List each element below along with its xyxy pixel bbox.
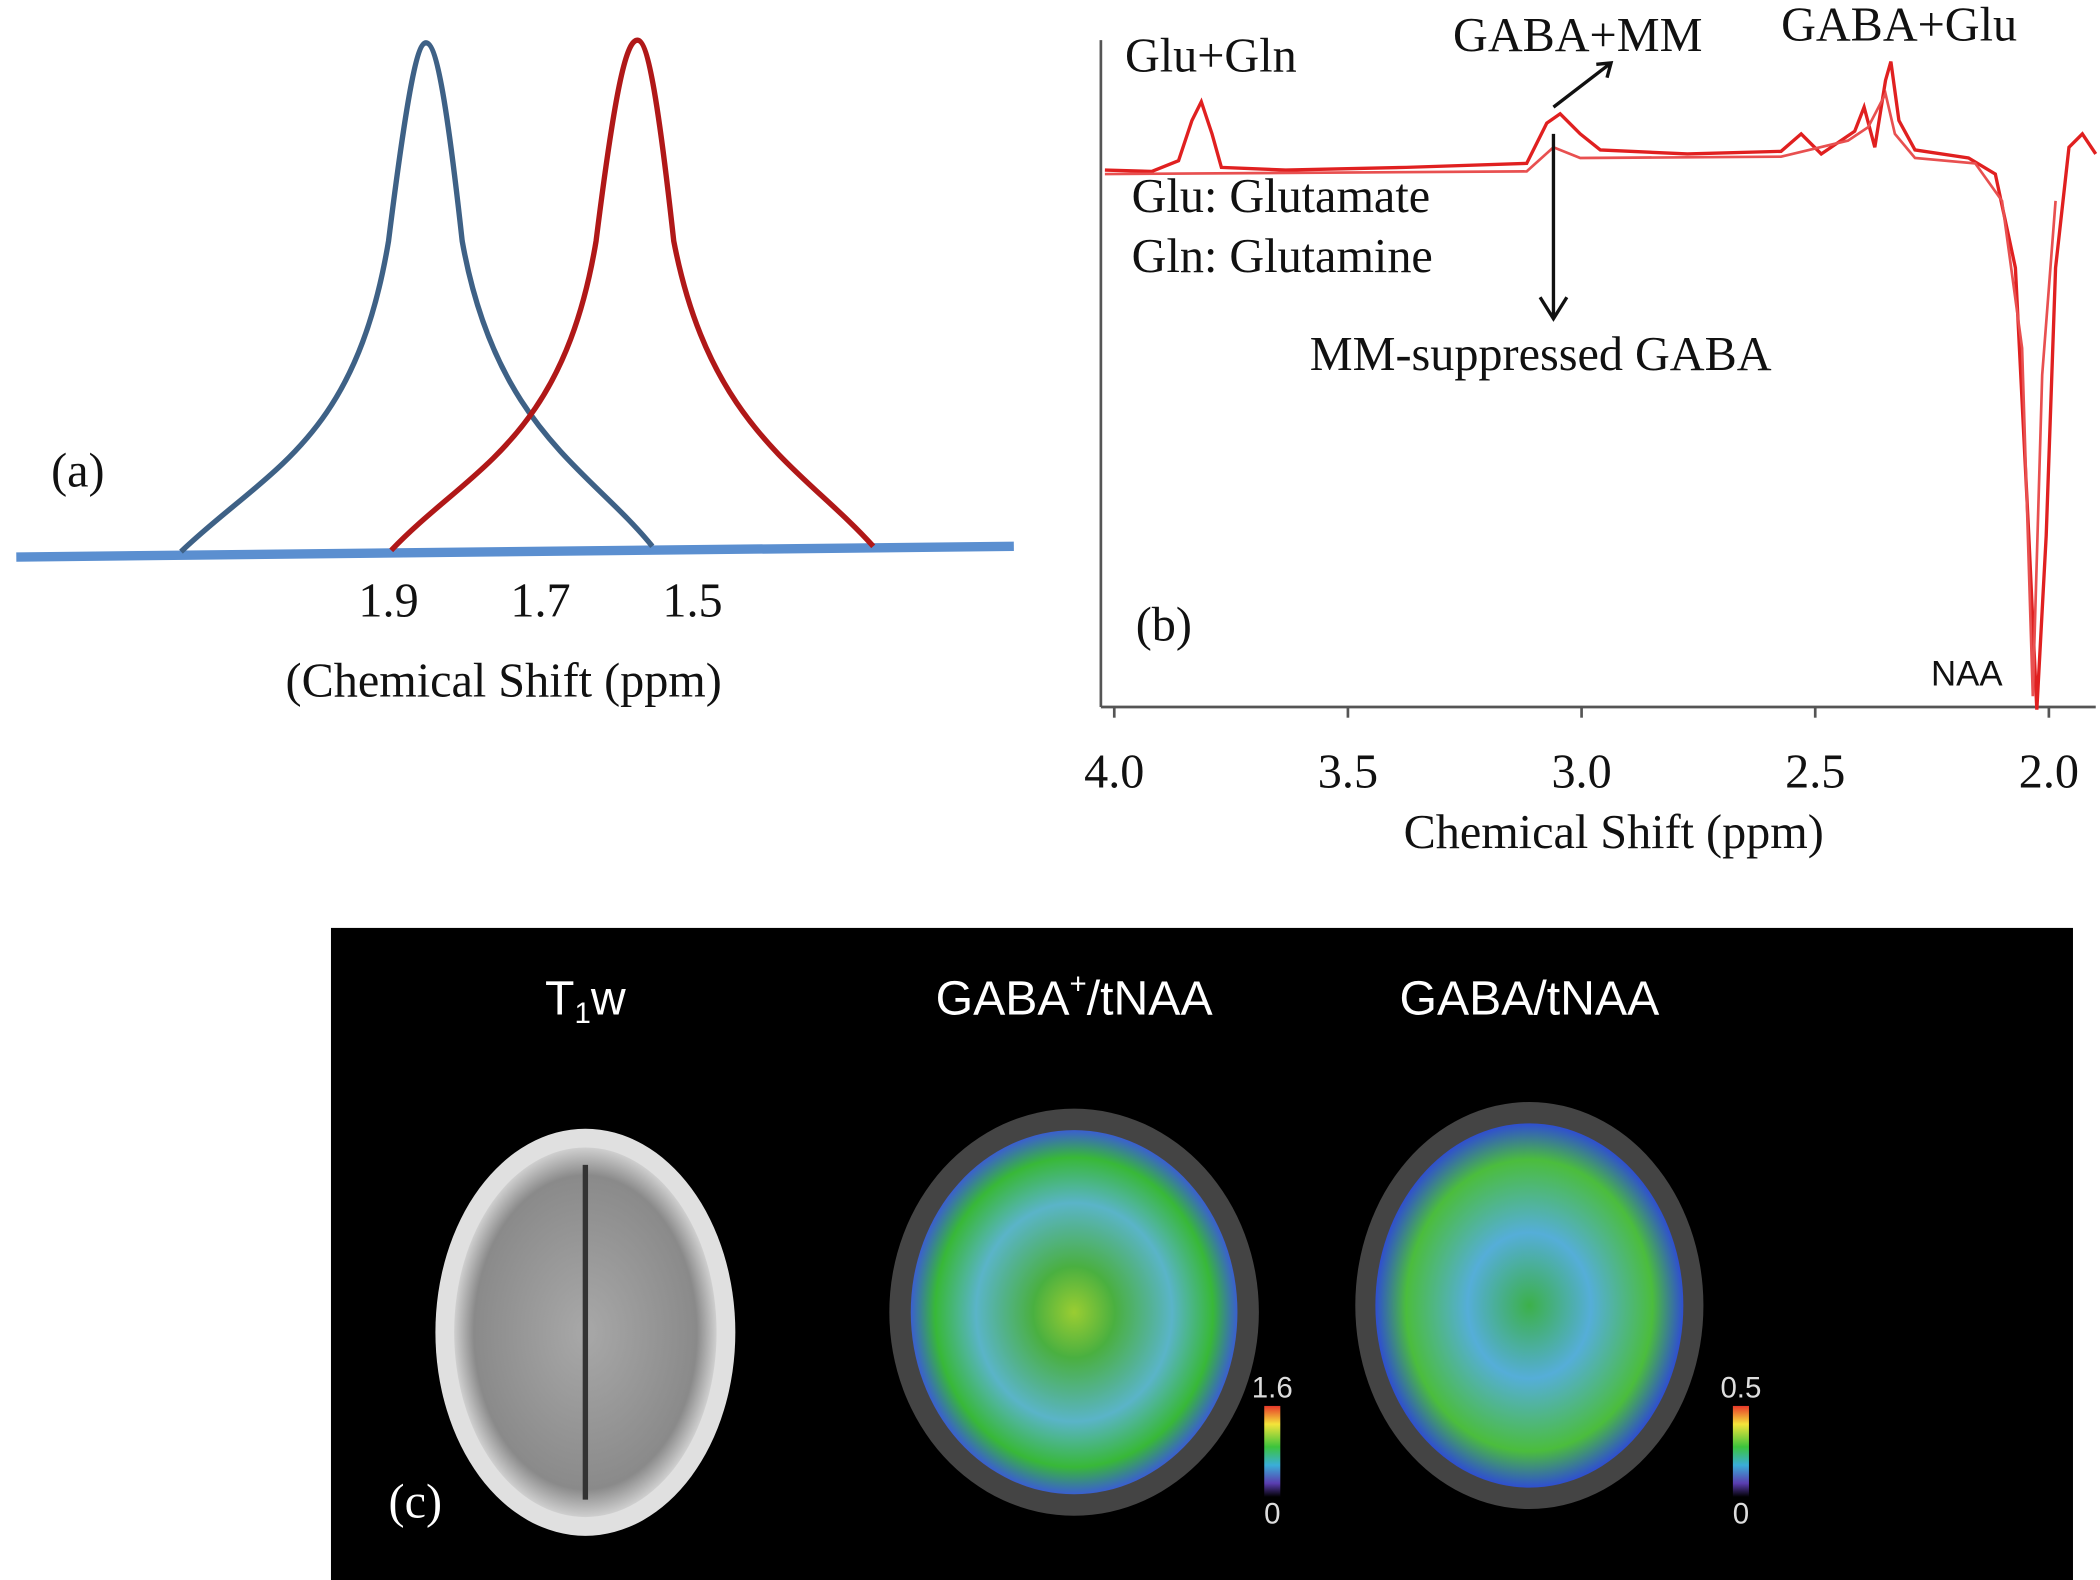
title-part: GABA/tNAA	[1399, 971, 1660, 1025]
title-part: /tNAA	[1087, 971, 1214, 1025]
x-tick-label: 2.5	[1785, 746, 1845, 799]
baseline	[16, 541, 1014, 562]
colorbar-label: 1.6	[1252, 1372, 1293, 1405]
title-part: GABA	[936, 971, 1071, 1025]
image-title: T1w	[545, 971, 626, 1029]
colorbar-label: 0	[1733, 1498, 1749, 1531]
annotation: NAA	[1931, 654, 2003, 693]
x-tick-label: 1.9	[358, 574, 418, 627]
x-tick-label: 3.5	[1318, 746, 1378, 799]
annotation: Glu+Gln	[1125, 29, 1297, 82]
gaba-map	[1375, 1123, 1684, 1488]
arrow	[1538, 133, 1569, 322]
image-title: GABA/tNAA	[1399, 971, 1660, 1025]
annotation: MM-suppressed GABA	[1310, 328, 1772, 381]
blue-peak	[179, 40, 655, 554]
image-title: GABA+/tNAA	[936, 967, 1214, 1025]
x-tick-label: 1.5	[662, 574, 722, 627]
annotation: Gln: Glutamine	[1132, 230, 1433, 283]
x-axis-label: Chemical Shift (ppm)	[1404, 806, 1824, 859]
panel-label: (c)	[389, 1475, 442, 1528]
red-peak	[389, 37, 876, 553]
colorbar-label: 0	[1264, 1498, 1280, 1531]
spectrum-on	[1104, 61, 2098, 710]
spectrum-off	[1104, 89, 2057, 697]
x-tick-label: 1.7	[510, 574, 570, 627]
panel-label: (a)	[51, 444, 104, 497]
x-tick-label: 2.0	[2019, 746, 2079, 799]
colorbar	[1732, 1405, 1749, 1497]
annotation: GABA+Glu	[1781, 0, 2017, 52]
title-part: 1	[574, 997, 590, 1030]
x-axis-label: (Chemical Shift (ppm)	[286, 655, 722, 708]
title-part: T	[545, 971, 574, 1025]
colorbar-label: 0.5	[1720, 1372, 1761, 1405]
x-tick-label: 3.0	[1551, 746, 1611, 799]
panel-label: (b)	[1136, 598, 1192, 651]
title-part: +	[1070, 967, 1087, 1000]
arrow	[1552, 61, 1614, 109]
title-part: w	[590, 971, 626, 1025]
colorbar	[1264, 1405, 1281, 1497]
x-tick-label: 4.0	[1084, 746, 1144, 799]
annotation: GABA+MM	[1453, 9, 1702, 62]
annotation: Glu: Glutamate	[1132, 170, 1430, 223]
gaba-map	[910, 1130, 1238, 1495]
